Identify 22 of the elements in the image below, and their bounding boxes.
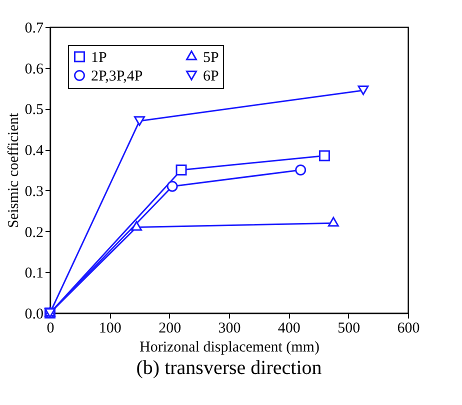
y-tick-label: 0.7 [24, 20, 44, 36]
legend-label: 6P [203, 68, 219, 84]
y-tick-label: 0.1 [24, 266, 44, 282]
y-tick-label: 0.4 [24, 143, 44, 160]
y-tick-label: 0.3 [24, 184, 44, 200]
x-tick-label: 200 [158, 320, 182, 336]
y-axis-title: Seismic coefficient [6, 112, 22, 228]
y-tick-label: 0.2 [24, 224, 44, 241]
legend-label: 1P [91, 50, 107, 66]
legend-label: 2P,3P,4P [91, 68, 143, 84]
y-tick-label: 0.0 [24, 306, 44, 322]
x-tick-label: 400 [278, 320, 300, 336]
x-tick-label: 600 [397, 320, 420, 336]
legend-label: 5P [203, 50, 219, 66]
x-axis-title: Horizonal displacement (mm) [140, 340, 320, 356]
y-tick-label: 0.5 [24, 102, 44, 118]
x-tick-label: 100 [98, 320, 122, 336]
y-tick-label: 0.6 [24, 61, 44, 78]
x-tick-label: 300 [218, 320, 241, 336]
x-tick-label: 0 [46, 320, 54, 336]
text: (b) transverse direction [136, 357, 322, 379]
x-tick-label: 500 [338, 320, 360, 336]
